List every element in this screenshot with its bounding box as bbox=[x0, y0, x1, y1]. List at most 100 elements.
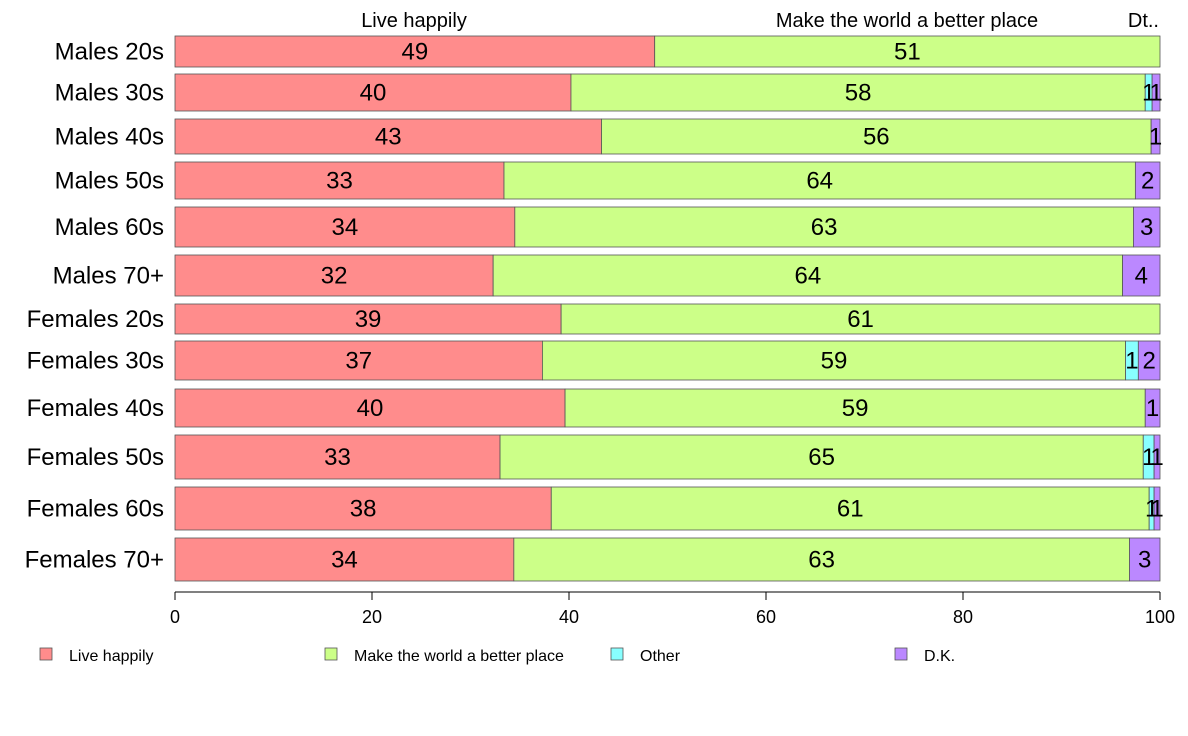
data-label: 1 bbox=[1125, 348, 1138, 375]
data-label: 1 bbox=[1142, 444, 1155, 471]
category-label: Females 70+ bbox=[25, 547, 164, 574]
bar-segment bbox=[492, 254, 1123, 297]
data-label: 34 bbox=[331, 547, 358, 574]
category-label: Males 30s bbox=[55, 80, 164, 107]
bar-segment bbox=[1137, 340, 1161, 381]
data-label: 1 bbox=[1150, 444, 1163, 471]
data-label: 56 bbox=[863, 124, 890, 151]
bar-segment bbox=[1150, 118, 1161, 155]
legend-label: Make the world a better place bbox=[354, 648, 564, 665]
legend-swatch bbox=[610, 647, 624, 661]
category-label: Males 50s bbox=[55, 168, 164, 195]
top-label-2: Dt.. bbox=[1128, 10, 1159, 32]
legend-label: Other bbox=[640, 648, 681, 665]
data-label: 49 bbox=[401, 39, 428, 66]
bar-segment bbox=[1151, 73, 1161, 112]
legend-label: Live happily bbox=[69, 648, 154, 665]
top-label-0: Live happily bbox=[361, 10, 467, 32]
bar-segment bbox=[499, 434, 1144, 480]
data-label: 2 bbox=[1142, 348, 1155, 375]
data-label: 64 bbox=[806, 168, 833, 195]
data-label: 40 bbox=[360, 80, 387, 107]
data-label: 61 bbox=[837, 496, 864, 523]
data-label: 64 bbox=[795, 263, 822, 290]
bar-segment bbox=[1153, 434, 1161, 480]
data-label: 1 bbox=[1150, 496, 1163, 523]
legend-swatch bbox=[39, 647, 53, 661]
legend-label: D.K. bbox=[924, 648, 955, 665]
category-label: Females 60s bbox=[27, 496, 164, 523]
x-tick-label: 80 bbox=[953, 607, 973, 627]
data-label: 65 bbox=[808, 444, 835, 471]
data-label: 43 bbox=[375, 124, 402, 151]
bar-segment bbox=[570, 73, 1146, 112]
bar-segment bbox=[1133, 206, 1161, 248]
bar-segment bbox=[654, 35, 1161, 68]
category-label: Males 20s bbox=[55, 39, 164, 66]
bar-segment bbox=[560, 303, 1161, 335]
data-label: 59 bbox=[842, 395, 869, 422]
data-label: 34 bbox=[332, 214, 359, 241]
data-label: 37 bbox=[345, 348, 372, 375]
data-label: 40 bbox=[357, 395, 384, 422]
bar-segment bbox=[503, 161, 1136, 200]
bar-segment bbox=[174, 73, 572, 112]
bar-segment bbox=[1153, 486, 1161, 531]
legend-swatch bbox=[324, 647, 338, 661]
category-label: Males 70+ bbox=[53, 263, 164, 290]
bar-segment bbox=[174, 161, 505, 200]
bar-segment bbox=[174, 434, 501, 480]
bar-segment bbox=[601, 118, 1152, 155]
data-label: 39 bbox=[355, 306, 382, 333]
top-labels: Live happily Make the world a better plac… bbox=[361, 10, 1159, 32]
category-label: Females 20s bbox=[27, 306, 164, 333]
category-label: Females 30s bbox=[27, 348, 164, 375]
bar-segment bbox=[174, 254, 494, 297]
bar-segment bbox=[1144, 388, 1161, 428]
legend: Live happily Make the world a better plac… bbox=[39, 647, 955, 665]
legend-swatch bbox=[894, 647, 908, 661]
data-label: 33 bbox=[326, 168, 353, 195]
bar-segment bbox=[513, 537, 1130, 582]
bar-segment bbox=[1129, 537, 1161, 582]
bar-segment bbox=[564, 388, 1146, 428]
data-label: 38 bbox=[350, 496, 377, 523]
data-label: 61 bbox=[847, 306, 874, 333]
bar-segment bbox=[1122, 254, 1161, 297]
data-label: 63 bbox=[811, 214, 838, 241]
data-label: 3 bbox=[1140, 214, 1153, 241]
data-label: 51 bbox=[894, 39, 921, 66]
category-label: Females 40s bbox=[27, 395, 164, 422]
x-tick-label: 40 bbox=[559, 607, 579, 627]
x-tick-label: 60 bbox=[756, 607, 776, 627]
bar-segment bbox=[542, 340, 1126, 381]
category-label: Males 60s bbox=[55, 214, 164, 241]
bar-segment bbox=[174, 388, 566, 428]
data-label: 1 bbox=[1149, 124, 1162, 151]
data-label: 1 bbox=[1146, 395, 1159, 422]
data-label: 3 bbox=[1138, 547, 1151, 574]
bar-segment bbox=[1134, 161, 1161, 200]
bar-segment bbox=[174, 118, 602, 155]
top-label-1: Make the world a better place bbox=[776, 10, 1038, 32]
bar-segment bbox=[174, 340, 543, 381]
bar-segment bbox=[174, 537, 515, 582]
x-tick-label: 100 bbox=[1145, 607, 1175, 627]
bar-segment bbox=[514, 206, 1134, 248]
data-label: 59 bbox=[821, 348, 848, 375]
data-label: 63 bbox=[808, 547, 835, 574]
data-label: 32 bbox=[321, 263, 348, 290]
data-label: 33 bbox=[324, 444, 351, 471]
x-tick-label: 20 bbox=[362, 607, 382, 627]
category-label: Males 40s bbox=[55, 124, 164, 151]
data-label: 4 bbox=[1135, 263, 1148, 290]
bar-segment bbox=[174, 486, 552, 531]
x-axis: 0 20 40 60 80 100 bbox=[170, 591, 1175, 627]
data-label: 2 bbox=[1141, 168, 1154, 195]
data-label: 58 bbox=[845, 80, 872, 107]
data-label: 1 bbox=[1149, 80, 1162, 107]
bar-segment bbox=[550, 486, 1150, 531]
bar-segment bbox=[174, 303, 562, 335]
